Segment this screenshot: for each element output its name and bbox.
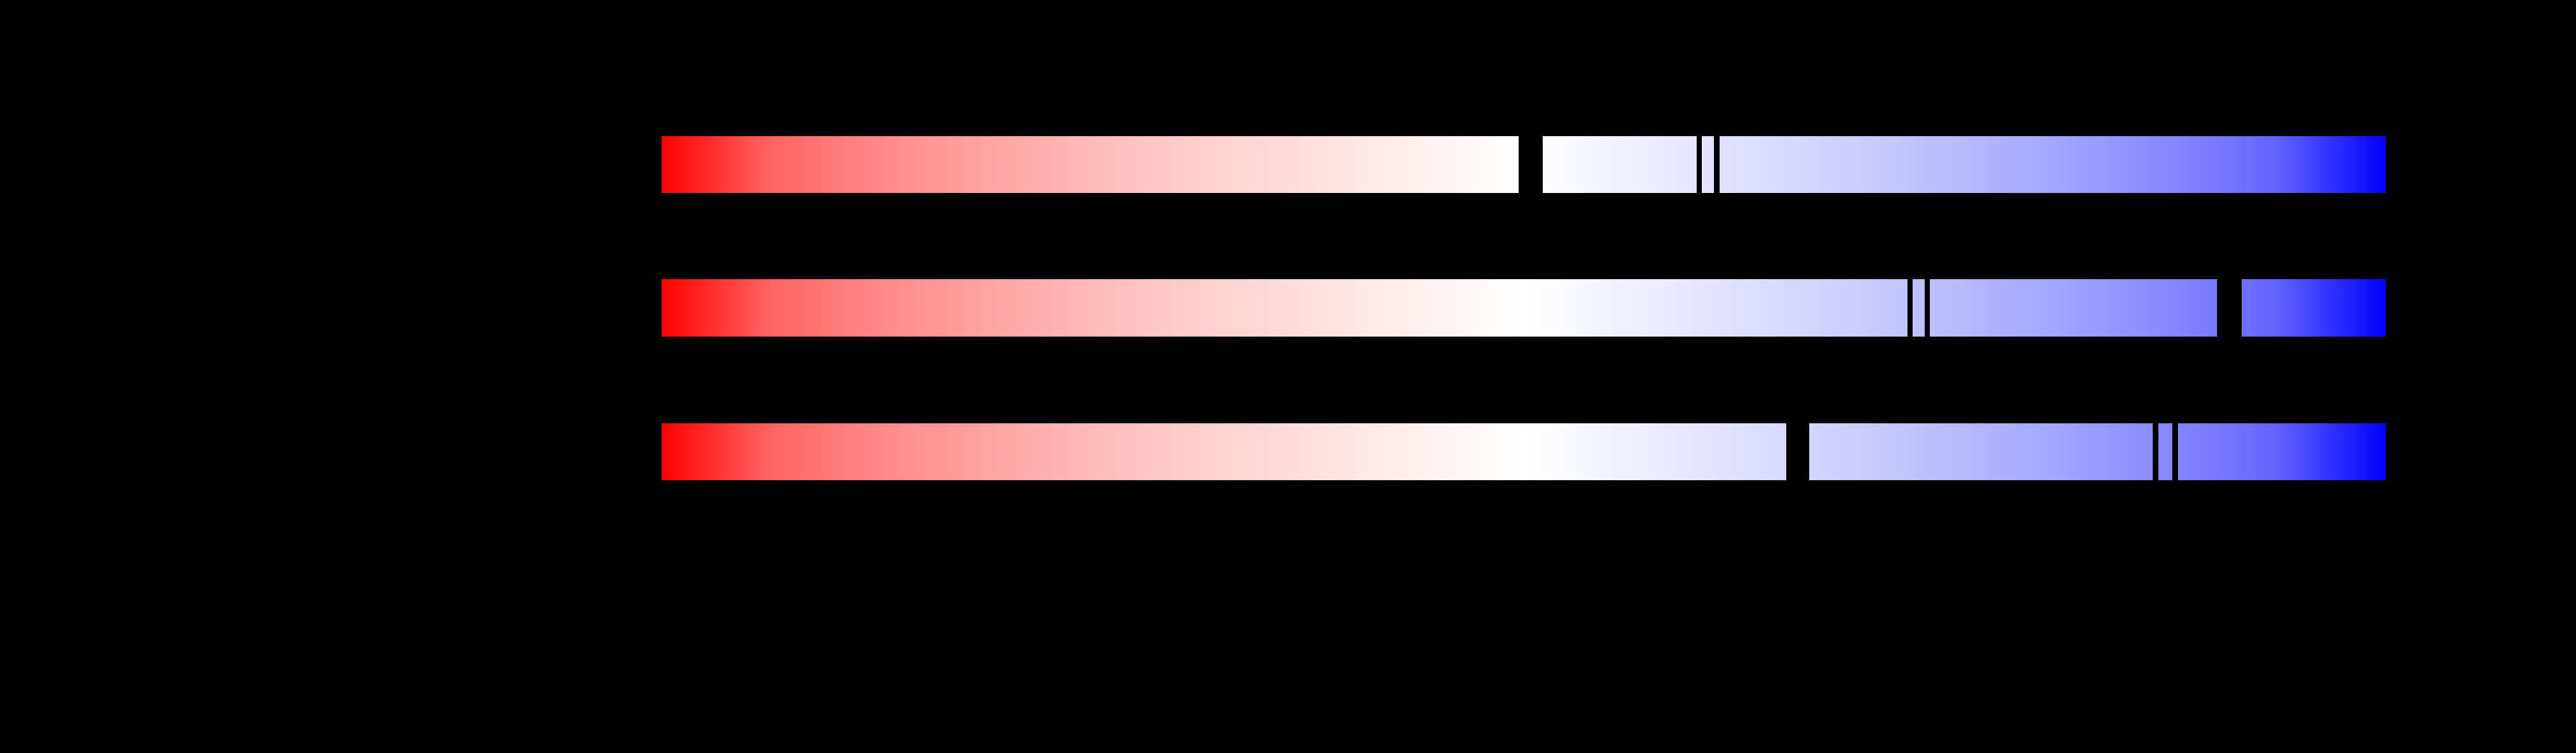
gradient-track-track-3 <box>662 423 2385 481</box>
track-break-tick <box>1697 136 1702 194</box>
gradient-track-track-2 <box>662 279 2385 337</box>
track-break-tick <box>1714 136 1720 194</box>
track-break-tick <box>1925 279 1930 337</box>
track-break-tick <box>2172 423 2178 481</box>
track-break-gap <box>2217 279 2242 337</box>
track-break-gap <box>1519 136 1543 194</box>
gradient-track-track-1 <box>662 136 2385 194</box>
track-break-tick <box>1907 279 1913 337</box>
track-break-tick <box>2153 423 2158 481</box>
track-break-gap <box>1786 423 1809 481</box>
